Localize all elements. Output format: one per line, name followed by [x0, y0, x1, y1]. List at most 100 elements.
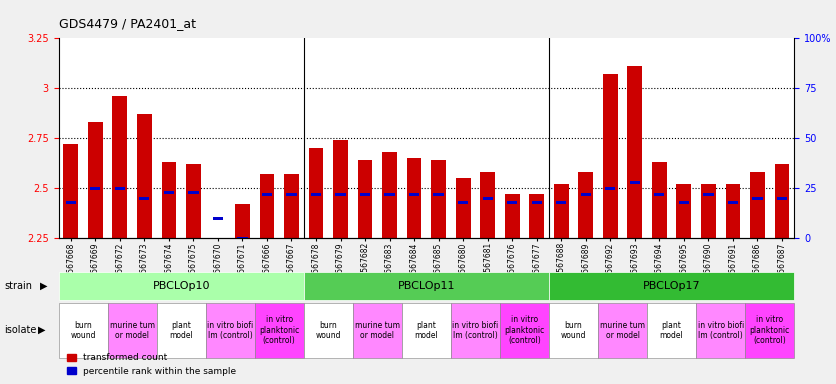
- Bar: [115, 187, 125, 190]
- Text: in vitro
planktonic
(control): in vitro planktonic (control): [504, 315, 544, 345]
- Bar: [507, 200, 517, 204]
- Bar: [630, 180, 640, 184]
- Text: GDS4479 / PA2401_at: GDS4479 / PA2401_at: [59, 17, 196, 30]
- Text: in vitro biofi
lm (control): in vitro biofi lm (control): [207, 321, 253, 340]
- Bar: [308, 148, 324, 238]
- Bar: [532, 200, 542, 204]
- Bar: [703, 193, 713, 195]
- Bar: [140, 197, 150, 200]
- Bar: [260, 174, 274, 238]
- Bar: [458, 200, 468, 204]
- Bar: [235, 204, 250, 238]
- Bar: [726, 184, 740, 238]
- Bar: [431, 160, 446, 238]
- FancyBboxPatch shape: [59, 303, 108, 358]
- Text: in vitro biofi
lm (control): in vitro biofi lm (control): [452, 321, 498, 340]
- Bar: [529, 194, 544, 238]
- FancyBboxPatch shape: [59, 272, 303, 300]
- Bar: [652, 162, 666, 238]
- Bar: [434, 193, 444, 195]
- Bar: [64, 144, 78, 238]
- Text: murine tum
or model: murine tum or model: [600, 321, 645, 340]
- Bar: [750, 172, 765, 238]
- Text: strain: strain: [4, 281, 32, 291]
- FancyBboxPatch shape: [108, 303, 156, 358]
- Bar: [628, 66, 642, 238]
- Bar: [211, 238, 225, 242]
- Bar: [409, 193, 419, 195]
- Bar: [482, 197, 492, 200]
- Bar: [752, 197, 762, 200]
- Bar: [456, 178, 471, 238]
- Bar: [775, 164, 789, 238]
- FancyBboxPatch shape: [696, 303, 745, 358]
- Text: isolate: isolate: [4, 325, 37, 335]
- Text: PBCLOp17: PBCLOp17: [643, 281, 701, 291]
- Text: plant
model: plant model: [415, 321, 438, 340]
- Bar: [554, 184, 568, 238]
- Bar: [284, 174, 298, 238]
- Bar: [262, 193, 272, 195]
- Bar: [113, 96, 127, 238]
- FancyBboxPatch shape: [255, 303, 303, 358]
- Bar: [66, 200, 76, 204]
- Bar: [579, 172, 593, 238]
- FancyBboxPatch shape: [303, 272, 549, 300]
- FancyBboxPatch shape: [598, 303, 647, 358]
- Text: in vitro
planktonic
(control): in vitro planktonic (control): [259, 315, 299, 345]
- Text: plant
model: plant model: [660, 321, 684, 340]
- Bar: [728, 200, 738, 204]
- Bar: [655, 193, 665, 195]
- Text: burn
wound: burn wound: [315, 321, 341, 340]
- Bar: [777, 197, 787, 200]
- FancyBboxPatch shape: [745, 303, 794, 358]
- Bar: [581, 193, 591, 195]
- Bar: [237, 237, 247, 240]
- Bar: [679, 200, 689, 204]
- Bar: [701, 184, 716, 238]
- Bar: [676, 184, 691, 238]
- Bar: [605, 187, 615, 190]
- FancyBboxPatch shape: [206, 303, 255, 358]
- FancyBboxPatch shape: [303, 303, 353, 358]
- FancyBboxPatch shape: [156, 303, 206, 358]
- Bar: [188, 190, 198, 194]
- Bar: [311, 193, 321, 195]
- FancyBboxPatch shape: [451, 303, 500, 358]
- Text: burn
wound: burn wound: [561, 321, 586, 340]
- Bar: [382, 152, 397, 238]
- FancyBboxPatch shape: [402, 303, 451, 358]
- Bar: [161, 162, 176, 238]
- Bar: [334, 140, 348, 238]
- Text: PBCLOp10: PBCLOp10: [152, 281, 210, 291]
- Bar: [335, 193, 345, 195]
- FancyBboxPatch shape: [549, 272, 794, 300]
- Text: murine tum
or model: murine tum or model: [110, 321, 155, 340]
- Bar: [603, 74, 618, 238]
- Bar: [505, 194, 519, 238]
- Text: murine tum
or model: murine tum or model: [354, 321, 400, 340]
- FancyBboxPatch shape: [647, 303, 696, 358]
- Bar: [481, 172, 495, 238]
- Text: ▶: ▶: [40, 281, 48, 291]
- Bar: [90, 187, 100, 190]
- Text: PBCLOp11: PBCLOp11: [398, 281, 455, 291]
- Bar: [556, 200, 566, 204]
- Bar: [358, 160, 372, 238]
- Bar: [137, 114, 151, 238]
- FancyBboxPatch shape: [549, 303, 598, 358]
- Bar: [186, 164, 201, 238]
- Text: ▶: ▶: [38, 325, 45, 335]
- Bar: [385, 193, 395, 195]
- Bar: [287, 193, 297, 195]
- Bar: [88, 122, 103, 238]
- Text: in vitro biofi
lm (control): in vitro biofi lm (control): [697, 321, 744, 340]
- Text: burn
wound: burn wound: [70, 321, 96, 340]
- FancyBboxPatch shape: [353, 303, 402, 358]
- Bar: [213, 217, 223, 220]
- Bar: [407, 158, 421, 238]
- FancyBboxPatch shape: [500, 303, 549, 358]
- Text: plant
model: plant model: [169, 321, 193, 340]
- Bar: [164, 190, 174, 194]
- Legend: transformed count, percentile rank within the sample: transformed count, percentile rank withi…: [63, 350, 240, 379]
